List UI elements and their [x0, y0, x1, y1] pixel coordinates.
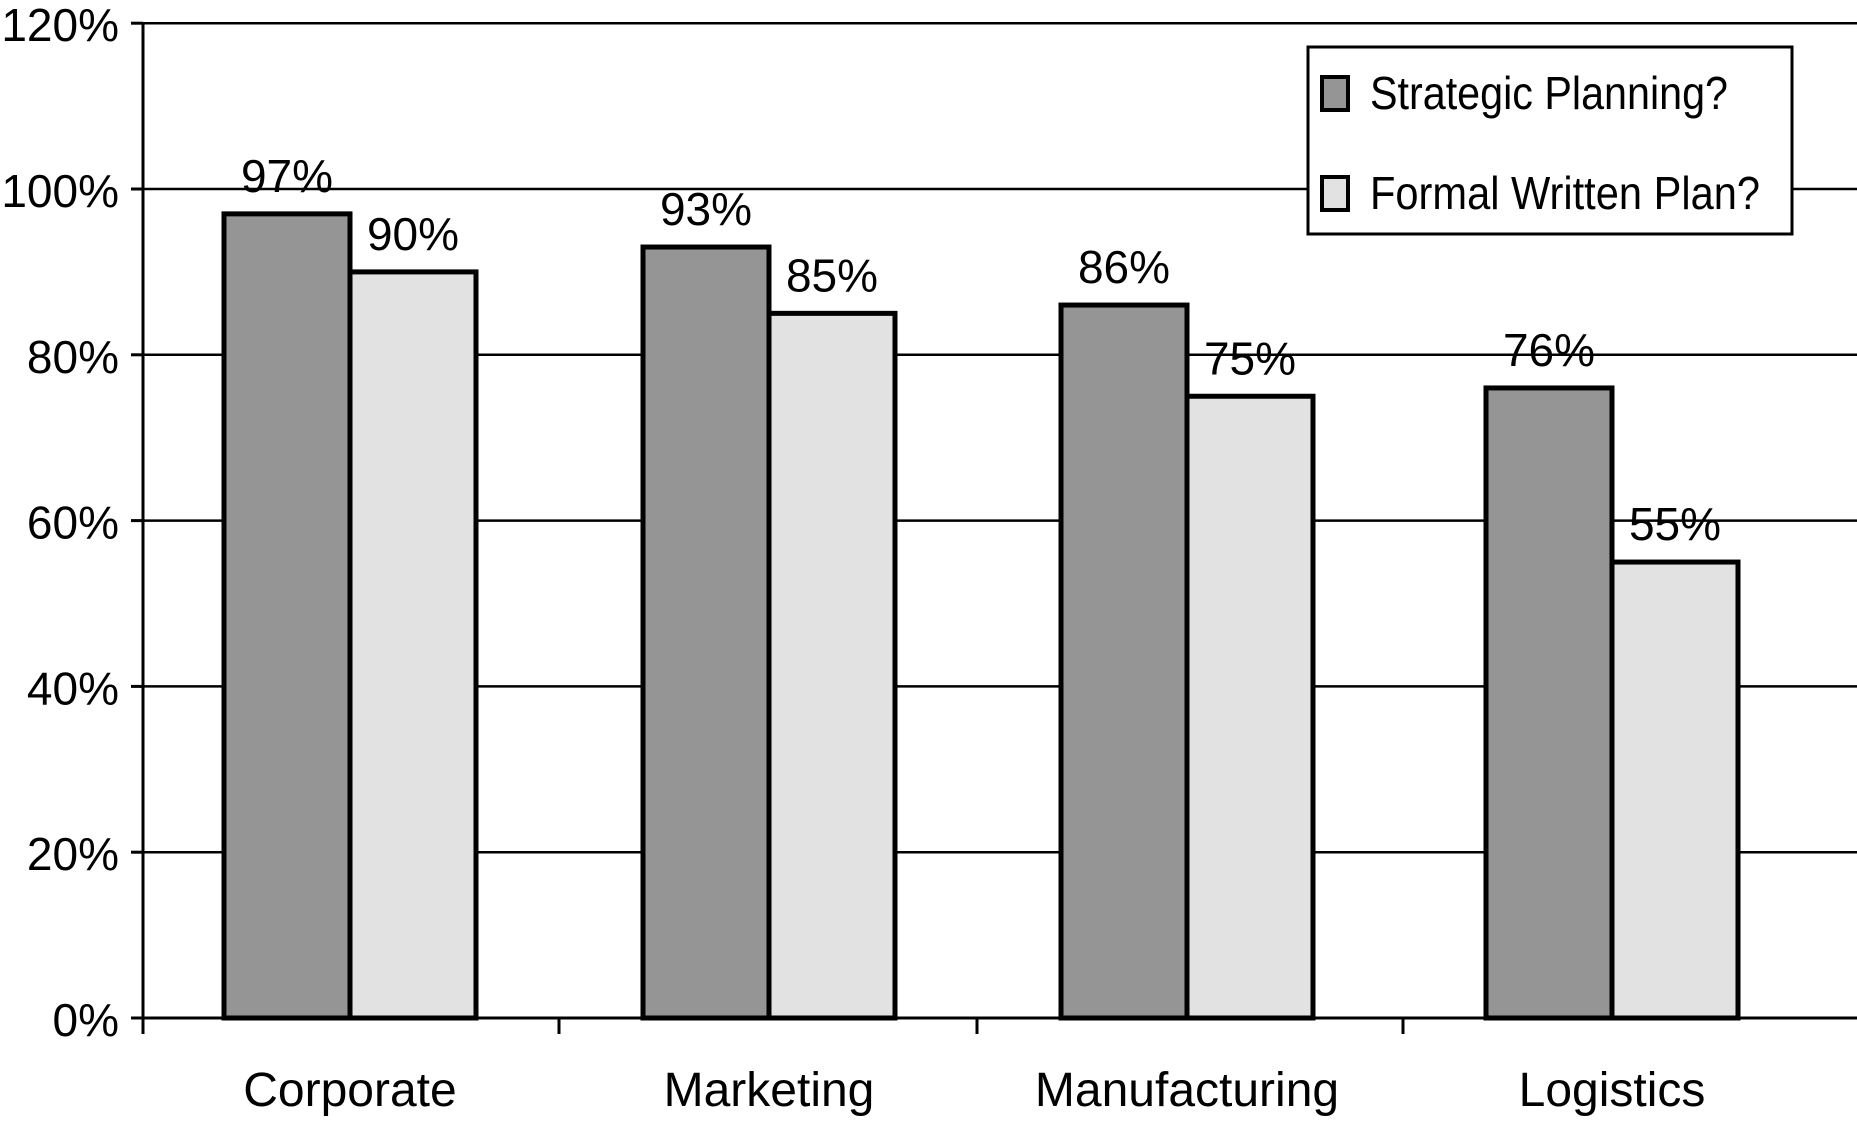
legend-label-formal-written-plan: Formal Written Plan? [1370, 167, 1760, 219]
legend-swatch-formal-written-plan [1320, 175, 1350, 212]
y-tick-label-100: 100% [1, 165, 119, 217]
bar-corporate-series-2 [347, 269, 479, 1021]
data-label-marketing-series-2: 85% [786, 249, 878, 301]
y-tick-label-20: 20% [27, 828, 119, 880]
data-label-manufacturing-series-1: 86% [1078, 241, 1170, 293]
y-tick-label-60: 60% [27, 497, 119, 549]
legend-box [1306, 45, 1794, 236]
x-tick-label-manufacturing: Manufacturing [1035, 1064, 1339, 1117]
bar-marketing-series-2 [766, 310, 898, 1021]
bar-manufacturing-series-2 [1184, 393, 1316, 1021]
bar-logistics-series-2 [1609, 559, 1741, 1021]
data-label-logistics-series-1: 76% [1503, 324, 1595, 376]
x-tick-label-corporate: Corporate [243, 1064, 456, 1117]
bar-corporate-series-1 [221, 211, 353, 1021]
bar-logistics-series-1 [1483, 385, 1615, 1021]
y-tick-label-40: 40% [27, 662, 119, 714]
y-tick-label-0: 0% [53, 994, 119, 1046]
data-label-corporate-series-2: 90% [367, 208, 459, 260]
bars [221, 211, 1741, 1021]
legend-label-strategic-planning: Strategic Planning? [1370, 67, 1728, 119]
bar-manufacturing-series-1 [1058, 302, 1190, 1021]
data-label-logistics-series-2: 55% [1629, 498, 1721, 550]
legend-swatch-strategic-planning [1320, 75, 1350, 112]
data-label-corporate-series-1: 97% [241, 150, 333, 202]
data-label-manufacturing-series-2: 75% [1204, 332, 1296, 384]
x-tick-label-marketing: Marketing [664, 1064, 875, 1117]
data-labels: 97% 90% 93% 85% 86% 75% 76% 55% [241, 150, 1721, 550]
data-label-marketing-series-1: 93% [660, 183, 752, 235]
y-tick-label-120: 120% [1, 0, 119, 51]
y-tick-label-80: 80% [27, 331, 119, 383]
legend: Strategic Planning? Formal Written Plan? [1306, 45, 1794, 236]
bar-marketing-series-1 [640, 244, 772, 1021]
x-tick-label-logistics: Logistics [1519, 1064, 1706, 1117]
